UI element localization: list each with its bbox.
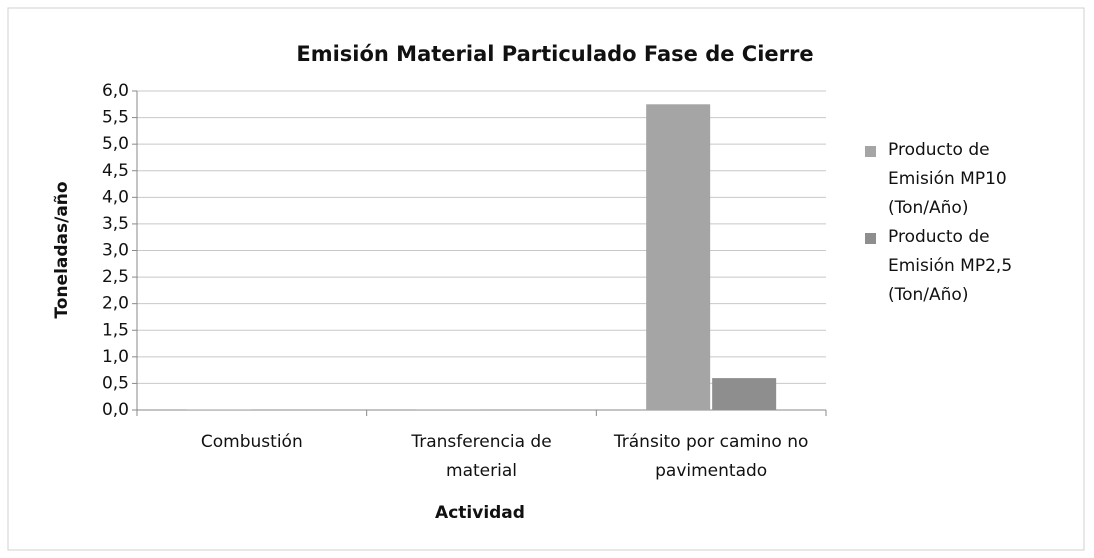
y-tick-label: 0,5	[102, 373, 129, 393]
x-tick-label: Transferencia de material	[411, 432, 552, 481]
legend-label: Producto de Emisión MP2,5 (Ton/Año)	[888, 227, 1013, 305]
y-tick-label: 0,0	[102, 400, 129, 420]
chart-border	[7, 7, 1085, 551]
y-tick-label: 4,0	[102, 187, 129, 207]
legend-swatch	[865, 146, 876, 157]
x-tick-label: Tránsito por camino no pavimentado	[613, 432, 809, 481]
y-tick-label: 4,5	[102, 161, 129, 181]
y-axis-label: Toneladas/año	[52, 181, 72, 318]
y-tick-label: 2,0	[102, 294, 129, 314]
x-tick-label: Combustión	[200, 432, 303, 452]
y-tick-label: 2,5	[102, 267, 129, 287]
bar	[712, 378, 777, 410]
x-axis-label: Actividad	[435, 503, 525, 523]
bar	[186, 409, 251, 410]
y-tick-label: 5,0	[102, 134, 129, 154]
legend-swatch	[865, 233, 876, 244]
y-tick-label: 1,0	[102, 347, 129, 367]
y-tick-label: 3,0	[102, 241, 129, 261]
y-tick-label: 6,0	[102, 81, 129, 101]
legend-label: Producto de Emisión MP10 (Ton/Año)	[888, 140, 1007, 218]
y-tick-label: 3,5	[102, 214, 129, 234]
y-tick-label: 1,5	[102, 320, 129, 340]
y-tick-label: 5,5	[102, 108, 129, 128]
bar	[646, 104, 711, 411]
chart-title: Emisión Material Particulado Fase de Cie…	[296, 42, 814, 66]
